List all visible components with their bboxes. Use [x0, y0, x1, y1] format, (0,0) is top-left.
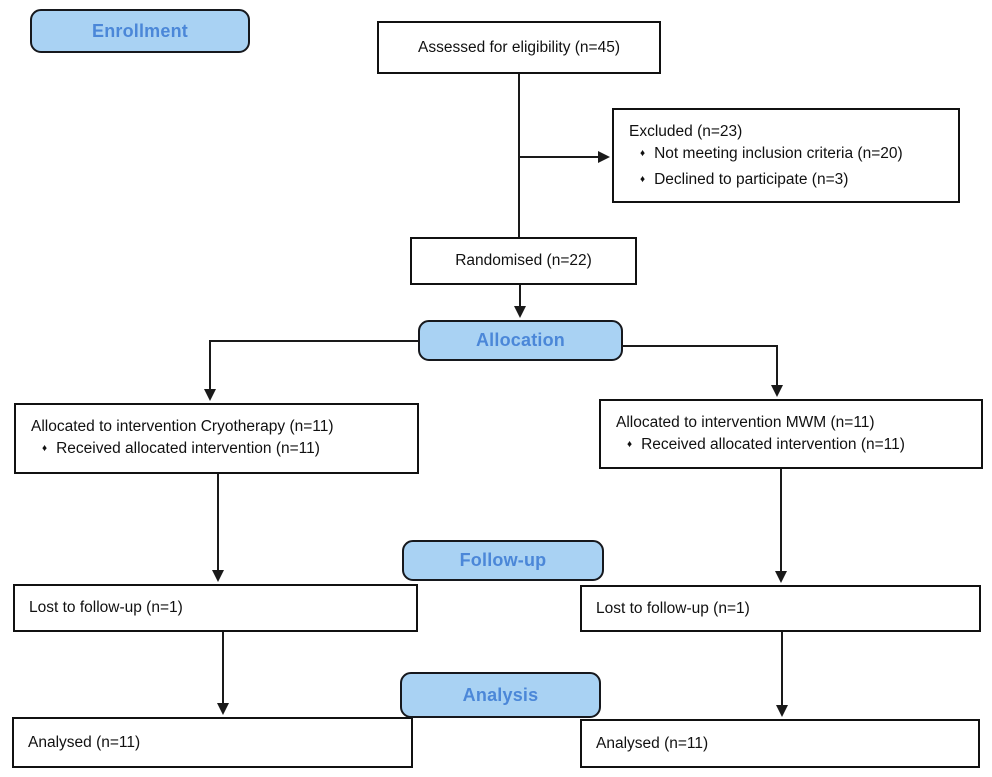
stage-label-follow-up: Follow-up	[402, 540, 604, 581]
excluded-item-text: Not meeting inclusion criteria (n=20)	[654, 145, 903, 162]
analysed-right-box: Analysed (n=11)	[580, 719, 980, 768]
stage-label-analysis-text: Analysis	[462, 684, 539, 705]
assessed-text: Assessed for eligibility (n=45)	[417, 38, 621, 56]
allocated-mwm-title: Allocated to intervention MWM (n=11)	[616, 414, 875, 431]
excluded-item-text: Declined to participate (n=3)	[654, 171, 849, 188]
analysed-left-box: Analysed (n=11)	[12, 717, 413, 768]
allocated-cryotherapy-item-text: Received allocated intervention (n=11)	[56, 440, 320, 457]
excluded-title: Excluded (n=23)	[629, 123, 743, 140]
stage-label-enrollment: Enrollment	[30, 9, 250, 53]
lost-followup-right-text: Lost to follow-up (n=1)	[596, 599, 750, 617]
connector-allocation-to-cryotherapy	[204, 340, 418, 401]
connector-allocation-to-mwm	[623, 345, 783, 397]
randomised-box: Randomised (n=22)	[410, 237, 637, 285]
allocated-mwm-item: ♦ Received allocated intervention (n=11)	[616, 433, 973, 459]
allocated-cryotherapy-box: Allocated to intervention Cryotherapy (n…	[14, 403, 419, 474]
assessed-box: Assessed for eligibility (n=45)	[377, 21, 661, 74]
diamond-bullet-icon: ♦	[640, 148, 646, 159]
analysed-left-text: Analysed (n=11)	[28, 733, 141, 751]
analysed-right-text: Analysed (n=11)	[596, 734, 709, 752]
diamond-bullet-icon: ♦	[627, 439, 633, 450]
excluded-item: ♦ Not meeting inclusion criteria (n=20)	[629, 142, 950, 168]
stage-label-enrollment-text: Enrollment	[91, 20, 188, 41]
stage-label-follow-up-text: Follow-up	[459, 550, 547, 570]
allocated-mwm-item-text: Received allocated intervention (n=11)	[641, 436, 905, 453]
allocated-cryotherapy-title: Allocated to intervention Cryotherapy (n…	[31, 418, 334, 435]
stage-label-allocation-text: Allocation	[475, 330, 565, 350]
diamond-bullet-icon: ♦	[42, 443, 48, 454]
lost-followup-left-text: Lost to follow-up (n=1)	[29, 599, 183, 616]
lost-followup-left-box: Lost to follow-up (n=1)	[13, 584, 418, 632]
excluded-item: ♦ Declined to participate (n=3)	[629, 168, 950, 194]
excluded-box: Excluded (n=23) ♦ Not meeting inclusion …	[612, 108, 960, 203]
stage-label-analysis: Analysis	[400, 672, 601, 718]
lost-followup-right-box: Lost to follow-up (n=1)	[580, 585, 981, 632]
allocated-mwm-box: Allocated to intervention MWM (n=11) ♦ R…	[599, 399, 983, 469]
stage-label-allocation: Allocation	[418, 320, 623, 361]
allocated-cryotherapy-item: ♦ Received allocated intervention (n=11)	[31, 437, 409, 463]
diamond-bullet-icon: ♦	[640, 174, 646, 185]
randomised-text: Randomised (n=22)	[455, 252, 592, 269]
